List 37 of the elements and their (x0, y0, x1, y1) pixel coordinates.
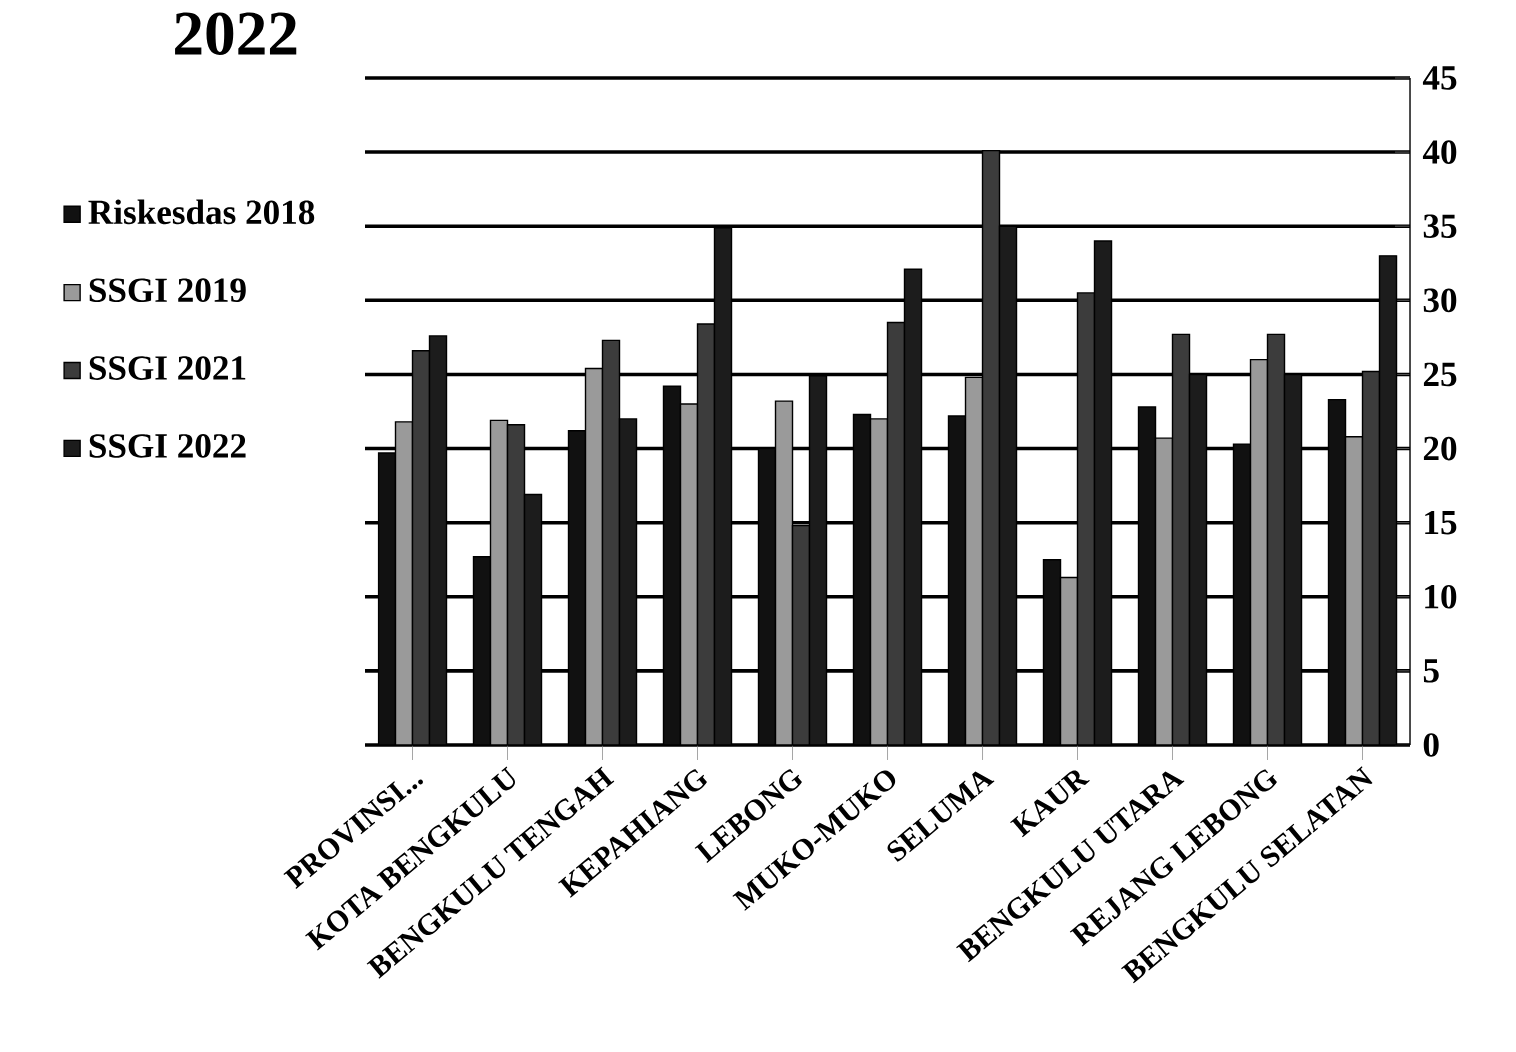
bar (1378, 255, 1398, 745)
bar (1344, 435, 1364, 745)
y-tick-label: 30 (1423, 288, 1457, 313)
bar (965, 377, 983, 745)
bar (619, 418, 637, 745)
bar (1155, 438, 1173, 745)
bar (524, 494, 542, 745)
y-tick-label: 10 (1425, 584, 1457, 609)
legend-label: SSGI 2019 (89, 278, 246, 303)
bar (870, 418, 888, 745)
bar (1060, 577, 1078, 745)
y-tick-label: 25 (1423, 362, 1457, 387)
bar (680, 404, 698, 745)
y-tick-label: 20 (1423, 436, 1457, 461)
y-tick-label: 35 (1423, 214, 1457, 238)
bar (1284, 374, 1302, 745)
bar (429, 335, 447, 745)
bar (904, 269, 922, 745)
bar (395, 421, 413, 745)
chart-title: 2022 (175, 12, 297, 56)
legend-label: Riskesdas 2018 (88, 199, 315, 225)
y-tick-label: 45 (1422, 66, 1457, 90)
y-tick-label: 40 (1422, 140, 1457, 164)
y-tick-label: 0 (1423, 733, 1439, 757)
bar (775, 401, 793, 745)
y-tick-label: 5 (1423, 659, 1439, 683)
legend-label: SSGI 2022 (89, 434, 246, 458)
bar (714, 227, 732, 745)
bar (585, 368, 603, 745)
bar (999, 226, 1017, 745)
bar (1250, 359, 1268, 745)
bar (1094, 241, 1112, 745)
y-tick-label: 15 (1425, 510, 1457, 535)
bar (1189, 374, 1207, 745)
legend-label: SSGI 2021 (89, 356, 246, 380)
bar (490, 420, 508, 745)
bar (809, 375, 827, 745)
